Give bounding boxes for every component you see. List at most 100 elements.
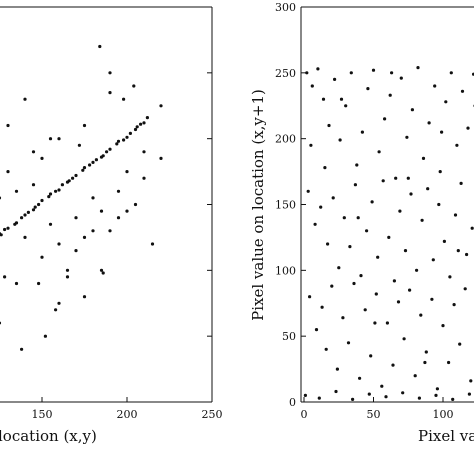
right-data-point: [421, 156, 426, 160]
right-data-point: [335, 367, 339, 371]
right-data-point: [430, 297, 434, 301]
right-data-point: [317, 396, 321, 400]
right-points-layer: [303, 66, 474, 401]
right-data-point: [391, 363, 395, 367]
right-x-tick-label: 0: [301, 408, 308, 421]
left-data-point: [48, 222, 53, 226]
right-data-point: [380, 384, 384, 388]
left-data-point: [88, 163, 92, 167]
left-data-point: [108, 91, 112, 95]
left-data-point: [142, 176, 146, 180]
right-data-point: [387, 235, 391, 239]
right-data-point: [459, 181, 463, 185]
left-data-point: [74, 216, 78, 220]
right-data-point: [426, 187, 430, 191]
left-data-point: [135, 125, 139, 129]
left-data-point: [65, 275, 70, 279]
left-data-point: [81, 168, 85, 172]
left-data-point: [91, 196, 95, 200]
left-data-point: [74, 173, 78, 178]
right-data-point: [405, 135, 409, 139]
left-data-point: [132, 84, 136, 88]
left-data-point: [101, 154, 105, 158]
right-data-point: [313, 222, 317, 226]
left-data-point: [48, 137, 53, 141]
right-data-point: [349, 71, 353, 75]
right-data-point: [369, 354, 373, 358]
right-data-point: [384, 395, 388, 399]
right-data-point: [424, 350, 428, 354]
right-y-axis-label: Pixel value on location (x,y+1): [249, 89, 267, 321]
left-data-point: [82, 235, 87, 239]
right-data-point: [381, 179, 385, 183]
left-data-point: [116, 139, 121, 143]
right-data-point: [323, 166, 327, 170]
left-data-point: [3, 275, 7, 279]
left-data-point: [98, 44, 102, 49]
left-data-point: [67, 179, 71, 183]
right-data-point: [440, 130, 444, 134]
right-y-tick-label: 150: [275, 199, 296, 212]
right-data-point: [355, 163, 359, 167]
right-data-point: [408, 288, 412, 292]
left-data-point: [74, 249, 78, 253]
left-data-point: [20, 347, 24, 351]
right-data-point: [338, 138, 342, 142]
right-data-point: [394, 176, 398, 180]
right-y-tick-label: 300: [275, 1, 296, 14]
right-data-point: [359, 274, 363, 278]
left-data-point: [6, 226, 10, 230]
right-data-point: [444, 100, 448, 104]
left-data-point: [40, 255, 44, 259]
right-data-point: [344, 104, 348, 108]
right-x-axis-label: Pixel va: [418, 427, 474, 445]
right-data-point: [358, 376, 362, 380]
right-data-point: [402, 337, 406, 341]
right-data-point: [396, 300, 401, 304]
right-data-point: [433, 84, 437, 88]
left-data-point: [14, 189, 19, 193]
right-data-point: [437, 202, 441, 207]
right-data-point: [469, 379, 473, 383]
right-data-point: [403, 249, 408, 253]
right-data-point: [363, 308, 367, 312]
right-data-point: [308, 295, 312, 299]
right-data-point: [431, 258, 435, 262]
right-data-point: [376, 255, 380, 259]
left-data-point: [33, 205, 37, 209]
right-data-point: [417, 396, 421, 400]
right-data-point: [370, 200, 374, 204]
right-data-point: [390, 71, 394, 75]
right-data-point: [337, 266, 341, 270]
right-data-point: [356, 216, 360, 220]
left-data-point: [37, 281, 41, 286]
right-data-point: [327, 123, 331, 128]
right-data-point: [463, 287, 467, 291]
right-data-point: [406, 176, 410, 180]
right-data-point: [401, 391, 405, 395]
left-data-point: [133, 127, 138, 132]
right-data-point: [441, 324, 445, 328]
right-data-point: [455, 143, 459, 147]
left-data-point: [125, 170, 129, 174]
right-data-point: [452, 303, 456, 307]
left-data-point: [48, 192, 53, 196]
right-data-point: [321, 97, 326, 101]
left-data-point: [3, 227, 7, 232]
right-y-tick-label: 100: [275, 264, 296, 277]
right-ticks-layer: 0 50 100 0 50 100 150 200 250 300: [275, 1, 454, 421]
left-data-point: [6, 123, 10, 128]
left-data-point: [108, 229, 112, 233]
right-data-point: [383, 117, 387, 121]
right-data-point: [416, 66, 420, 70]
left-data-point: [57, 188, 61, 192]
right-data-point: [460, 89, 465, 93]
left-data-point: [47, 195, 51, 199]
left-data-point: [91, 229, 95, 233]
left-data-point: [0, 321, 2, 325]
right-x-tick-label: 100: [433, 408, 454, 421]
right-data-point: [451, 397, 455, 401]
left-data-point: [31, 150, 36, 154]
left-data-point: [40, 156, 44, 160]
